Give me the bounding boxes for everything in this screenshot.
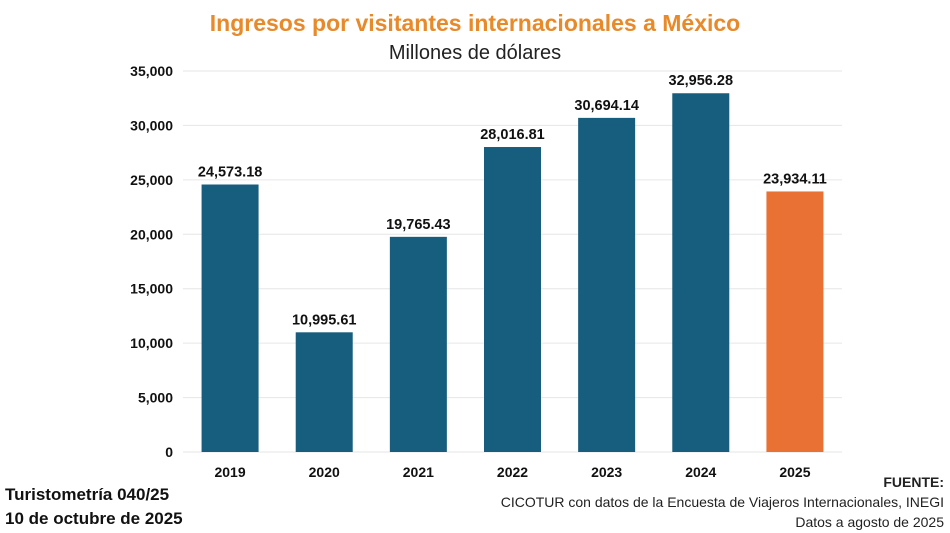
y-tick-label: 25,000: [130, 172, 173, 188]
x-tick-label: 2021: [403, 464, 434, 480]
value-label: 30,694.14: [574, 98, 639, 114]
bar: [295, 332, 353, 452]
y-tick-label: 0: [165, 444, 173, 460]
x-tick-label: 2024: [685, 464, 716, 480]
source-info: FUENTE: CICOTUR con datos de la Encuesta…: [501, 472, 944, 532]
y-tick-label: 20,000: [130, 226, 173, 242]
report-date: 10 de octubre de 2025: [5, 509, 183, 528]
source-label: FUENTE:: [883, 474, 944, 490]
y-tick-label: 30,000: [130, 117, 173, 133]
x-tick-label: 2022: [497, 464, 528, 480]
value-label: 24,573.18: [198, 165, 263, 181]
value-label: 10,995.61: [292, 312, 357, 328]
chart-subtitle: Millones de dólares: [388, 42, 562, 64]
report-number: Turistometría 040/25: [5, 485, 170, 504]
y-tick-label: 15,000: [130, 281, 173, 297]
bar: [389, 236, 447, 452]
value-label: 32,956.28: [669, 73, 734, 89]
x-tick-label: 2020: [309, 464, 340, 480]
bar: [201, 184, 259, 452]
chart-title: Ingresos por visitantes internacionales …: [209, 10, 741, 36]
value-label: 23,934.11: [763, 171, 827, 187]
bar: [766, 191, 824, 452]
bar: [484, 147, 541, 452]
value-label: 28,016.81: [480, 127, 545, 143]
x-tick-label: 2023: [591, 464, 622, 480]
y-tick-label: 10,000: [130, 335, 173, 351]
value-label: 19,765.43: [386, 217, 451, 233]
source-date-note: Datos a agosto de 2025: [795, 514, 944, 530]
bar: [578, 117, 636, 452]
x-tick-label: 2019: [214, 464, 245, 480]
x-tick-label: 2025: [779, 464, 810, 480]
source-text: CICOTUR con datos de la Encuesta de Viaj…: [500, 494, 944, 510]
report-info: Turistometría 040/25 10 de octubre de 20…: [5, 483, 183, 531]
y-tick-label: 35,000: [130, 63, 173, 79]
y-tick-label: 5,000: [138, 390, 173, 406]
bar: [672, 93, 730, 453]
